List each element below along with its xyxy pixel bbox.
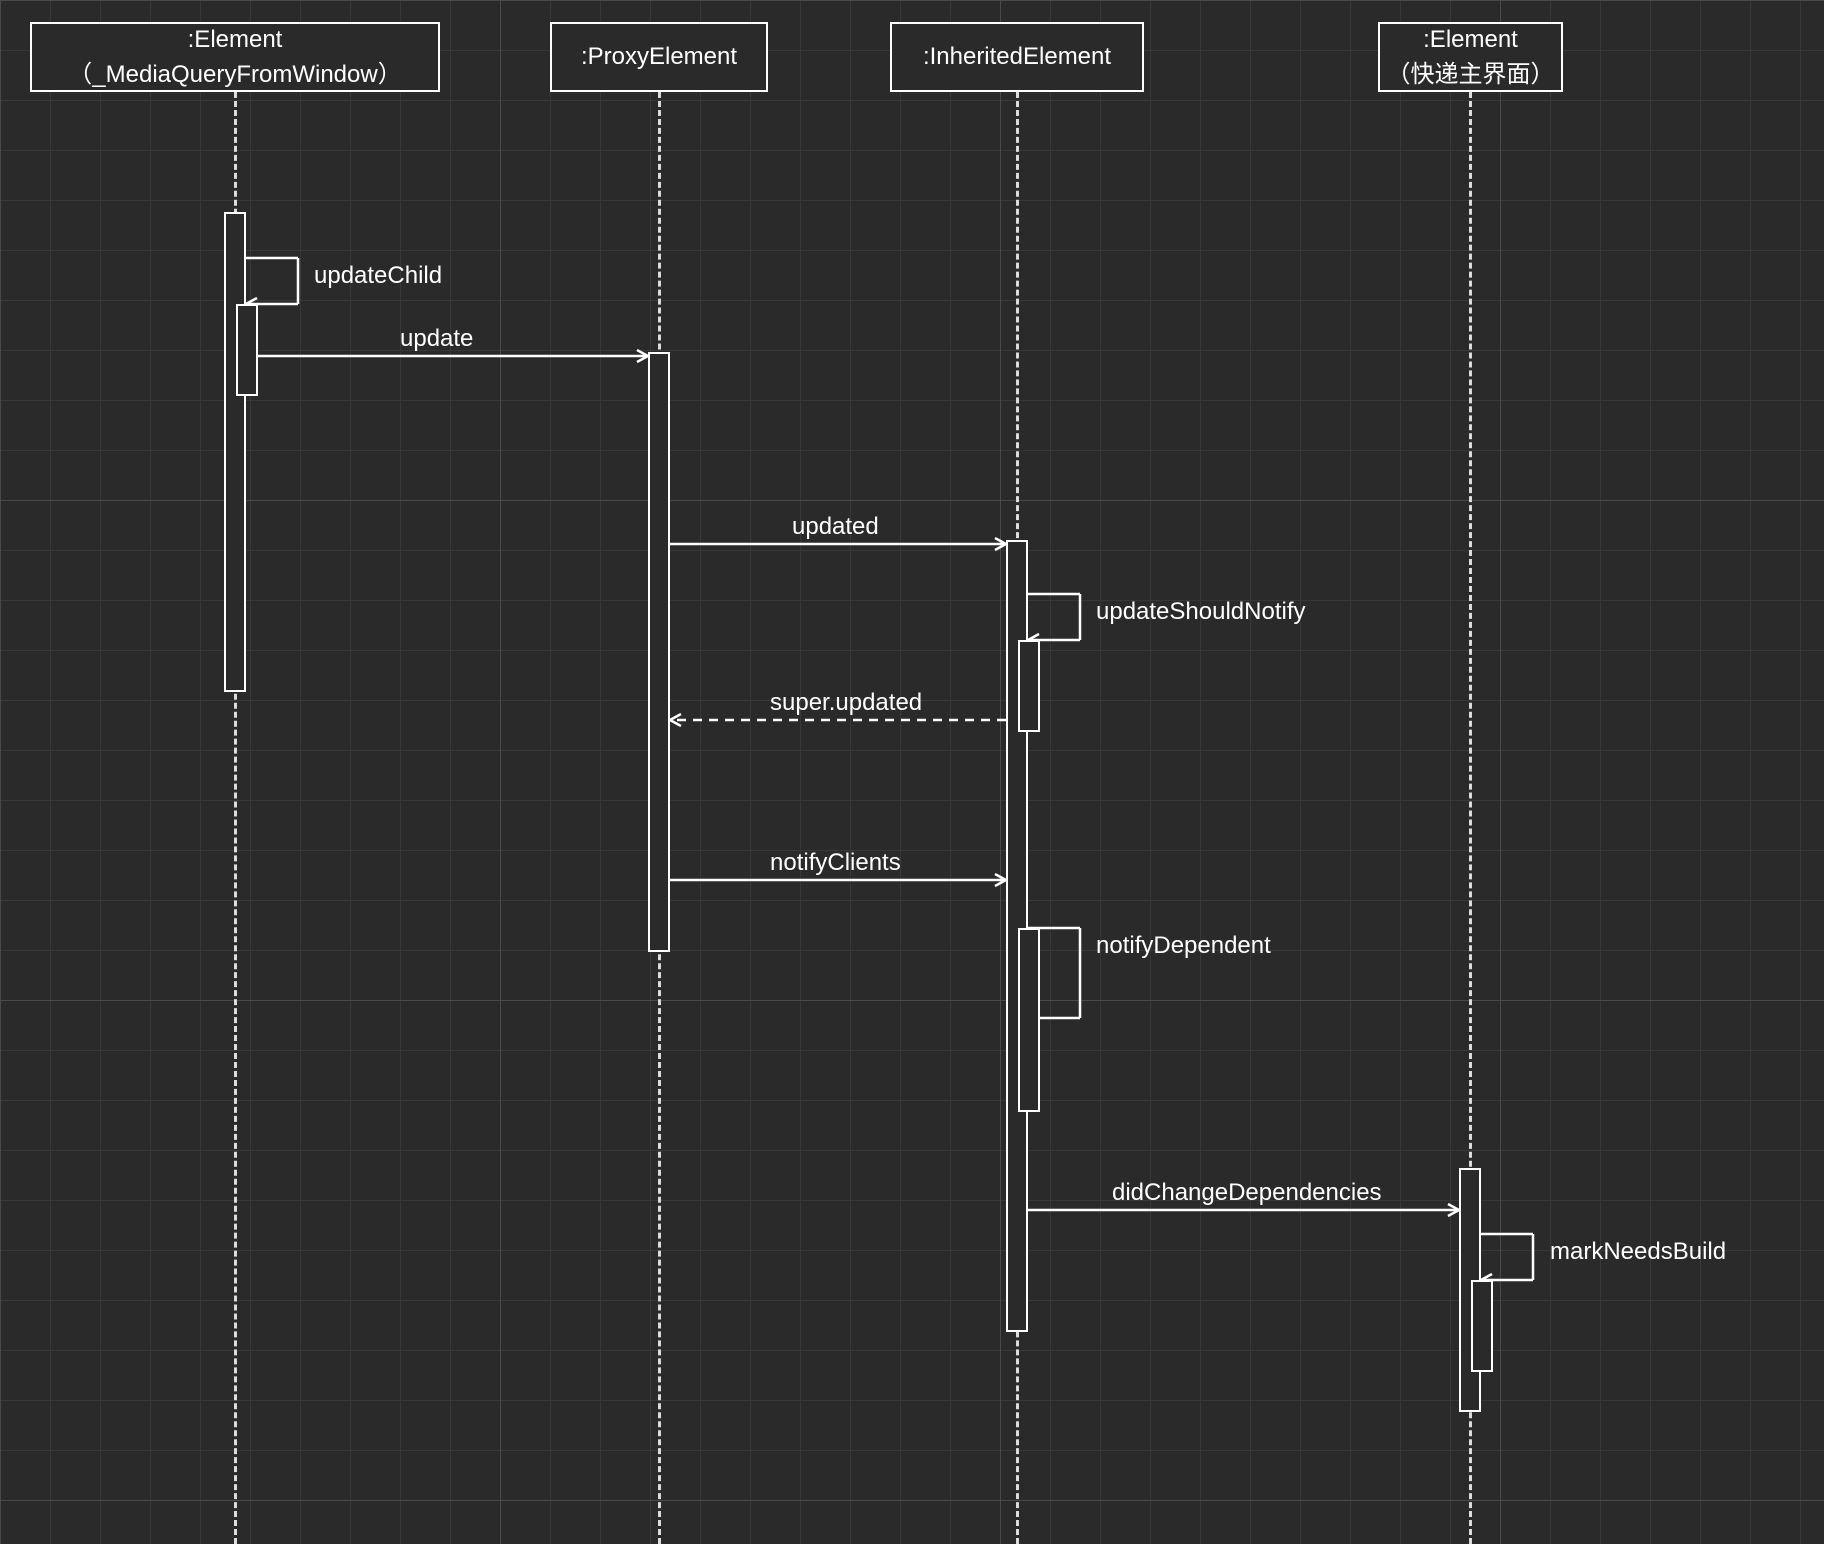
lifeline-subtitle: （快递主界面） — [1380, 54, 1561, 89]
lifeline-title: :ProxyElement — [552, 43, 766, 71]
message-label: super.updated — [770, 689, 922, 717]
sequence-diagram: :Element（_MediaQueryFromWindow）:ProxyEle… — [0, 0, 1824, 1544]
message-label: updateShouldNotify — [1096, 598, 1305, 626]
message-label: notifyDependent — [1096, 932, 1271, 960]
lifeline-head: :InheritedElement — [890, 22, 1144, 92]
activation-bar — [1018, 928, 1040, 1112]
activation-bar — [1018, 640, 1040, 732]
lifeline-title: :Element — [1380, 26, 1561, 54]
lifeline-subtitle: （_MediaQueryFromWindow） — [32, 54, 438, 89]
activation-bar — [236, 304, 258, 396]
lifeline-title: :Element — [32, 26, 438, 54]
diagram-svg-layer — [0, 0, 1824, 1544]
message-label: notifyClients — [770, 849, 901, 877]
message-label: updated — [792, 513, 879, 541]
message-label: markNeedsBuild — [1550, 1238, 1726, 1266]
message-label: update — [400, 325, 473, 353]
lifeline-head: :Element（_MediaQueryFromWindow） — [30, 22, 440, 92]
activation-bar — [1471, 1280, 1493, 1372]
message-label: didChangeDependencies — [1112, 1179, 1382, 1207]
activation-bar — [648, 352, 670, 952]
message-label: updateChild — [314, 262, 442, 290]
lifeline-title: :InheritedElement — [892, 43, 1142, 71]
activation-bar — [224, 212, 246, 692]
lifeline-head: :ProxyElement — [550, 22, 768, 92]
lifeline-head: :Element（快递主界面） — [1378, 22, 1563, 92]
